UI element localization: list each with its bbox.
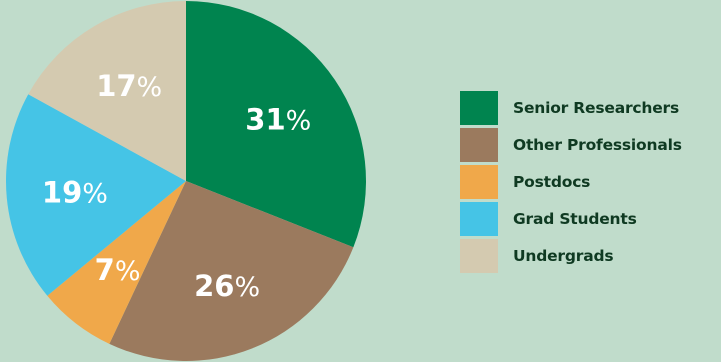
legend-label-other-professionals: Other Professionals xyxy=(513,136,682,154)
legend-swatch-undergrads xyxy=(460,239,498,273)
legend-label-undergrads: Undergrads xyxy=(513,247,614,265)
legend-swatch-other-professionals xyxy=(460,128,498,162)
pie-slices xyxy=(5,1,366,362)
pie-labels: 31% 26% 7% 19% 17% xyxy=(42,69,311,303)
pie-slice-other-professionals xyxy=(109,181,354,362)
legend-item-undergrads: Undergrads xyxy=(460,239,682,273)
legend-label-grad-students: Grad Students xyxy=(513,210,637,228)
legend-item-grad-students: Grad Students xyxy=(460,202,682,236)
legend: Senior Researchers Other Professionals P… xyxy=(460,91,682,276)
legend-item-postdocs: Postdocs xyxy=(460,165,682,199)
legend-item-other-professionals: Other Professionals xyxy=(460,128,682,162)
legend-label-postdocs: Postdocs xyxy=(513,173,591,191)
legend-label-senior-researchers: Senior Researchers xyxy=(513,99,680,117)
legend-swatch-grad-students xyxy=(460,202,498,236)
pie-slice-senior-researchers xyxy=(186,1,366,248)
legend-swatch-senior-researchers xyxy=(460,91,498,125)
data-label-senior-researchers: 31% xyxy=(245,102,311,136)
data-label-grad-students: 19% xyxy=(42,176,108,210)
data-label-undergrads: 17% xyxy=(96,69,162,103)
pie-slice-undergrads xyxy=(28,1,187,181)
data-label-postdocs: 7% xyxy=(95,253,141,287)
pie-slice-postdocs xyxy=(47,181,187,344)
data-label-other-professionals: 26% xyxy=(194,269,260,303)
legend-item-senior-researchers: Senior Researchers xyxy=(460,91,682,125)
pie-slice-grad-students xyxy=(5,94,186,296)
legend-swatch-postdocs xyxy=(460,165,498,199)
